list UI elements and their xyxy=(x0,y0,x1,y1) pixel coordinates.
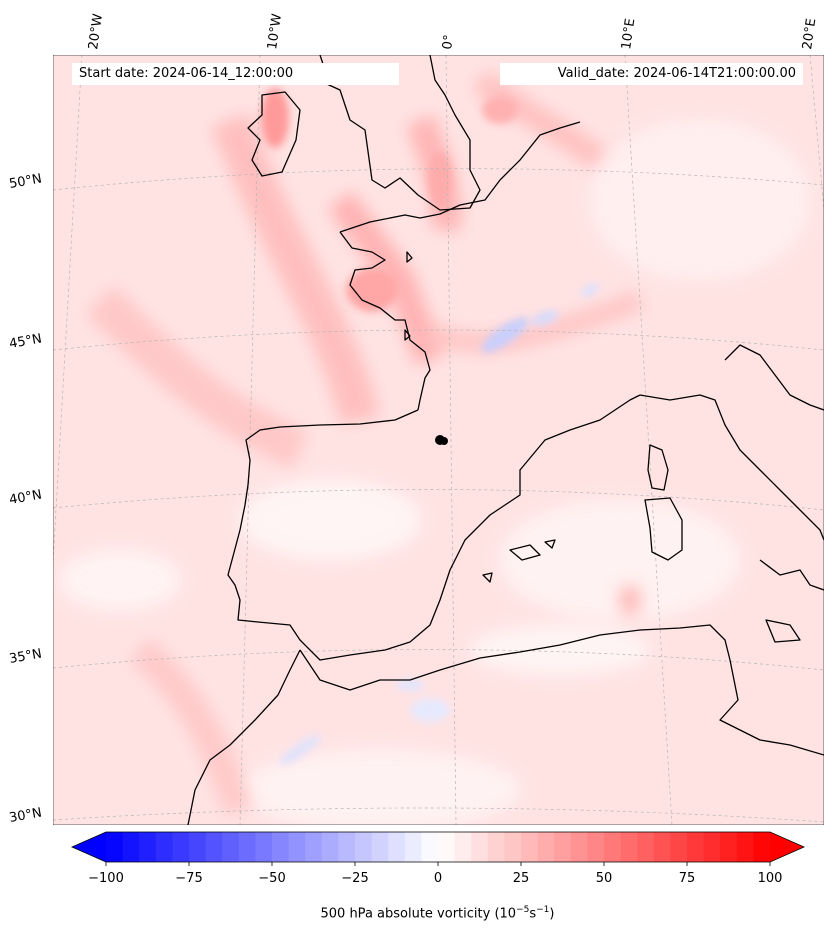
colorbar-bin xyxy=(338,832,356,862)
colorbar-bin xyxy=(753,832,771,862)
colorbar-bin xyxy=(438,832,456,862)
longitude-labels: 20°W 10°W 0° 10°E 20°E xyxy=(86,13,819,51)
colorbar-bin xyxy=(371,832,389,862)
colorbar-tick-label: −75 xyxy=(175,871,202,886)
colorbar-bin xyxy=(155,832,173,862)
colorbar-bin xyxy=(521,832,539,862)
colorbar-bin xyxy=(355,832,373,862)
latitude-label: 45°N xyxy=(8,331,43,351)
colorbar-bin xyxy=(205,832,223,862)
colorbar-bin xyxy=(404,832,422,862)
colorbar-bin xyxy=(421,832,439,862)
colorbar-label: 500 hPa absolute vorticity (10−5s−1) xyxy=(0,905,832,921)
colorbar-bin xyxy=(570,832,588,862)
colorbar-bin xyxy=(604,832,622,862)
colorbar-label-suffix: ) xyxy=(549,906,555,922)
colorbar-label-exp2: −1 xyxy=(536,905,550,915)
colorbar-bin xyxy=(554,832,572,862)
colorbar-bin xyxy=(172,832,190,862)
colorbar-bin xyxy=(504,832,522,862)
colorbar-ticks: −100 −75 −50 −25 0 25 50 75 100 xyxy=(88,862,782,886)
colorbar-bin xyxy=(736,832,754,862)
colorbar-bin xyxy=(537,832,555,862)
colorbar xyxy=(71,831,805,863)
colorbar-bin xyxy=(620,832,638,862)
latitude-labels: 50°N 45°N 40°N 35°N 30°N xyxy=(8,171,43,825)
colorbar-bin xyxy=(222,832,240,862)
colorbar-tick-label: −25 xyxy=(341,871,368,886)
colorbar-label-exp1: −5 xyxy=(516,905,530,915)
colorbar-bin xyxy=(670,832,688,862)
graticule xyxy=(53,55,824,825)
colorbar-tick-label: 0 xyxy=(434,871,442,886)
colorbar-bin xyxy=(238,832,256,862)
colorbar-bin xyxy=(454,832,472,862)
colorbar-bin xyxy=(288,832,306,862)
latitude-label: 40°N xyxy=(8,487,43,507)
start-date-label: Start date: 2024-06-14_12:00:00 xyxy=(72,63,399,85)
longitude-label: 10°E xyxy=(619,18,638,51)
colorbar-bin xyxy=(720,832,738,862)
colorbar-tick-label: 75 xyxy=(679,871,696,886)
longitude-label: 20°E xyxy=(800,18,819,51)
colorbar-bin xyxy=(687,832,705,862)
colorbar-bin xyxy=(637,832,655,862)
colorbar-bin xyxy=(388,832,406,862)
longitude-label: 10°W xyxy=(265,13,285,51)
colorbar-tick-label: −100 xyxy=(88,871,124,886)
colorbar-bin xyxy=(653,832,671,862)
colorbar-bin xyxy=(703,832,721,862)
colorbar-label-prefix: 500 hPa absolute vorticity (10 xyxy=(320,906,517,922)
colorbar-bin xyxy=(471,832,489,862)
colorbar-label-mid: s xyxy=(529,906,537,922)
latitude-label: 35°N xyxy=(8,646,43,666)
longitude-label: 20°W xyxy=(86,13,106,51)
longitude-label: 0° xyxy=(440,34,457,51)
colorbar-tick-label: 50 xyxy=(596,871,613,886)
colorbar-bin xyxy=(106,832,124,862)
latitude-label: 50°N xyxy=(8,171,43,191)
colorbar-tick-label: 100 xyxy=(758,871,783,886)
colorbar-bin xyxy=(122,832,140,862)
colorbar-bin xyxy=(139,832,157,862)
vorticity-field xyxy=(53,55,824,825)
colorbar-bin xyxy=(255,832,273,862)
colorbar-bin xyxy=(189,832,207,862)
location-marker xyxy=(435,435,448,445)
colorbar-tick-label: 25 xyxy=(513,871,530,886)
colorbar-bin xyxy=(321,832,339,862)
valid-date-label: Valid_date: 2024-06-14T21:00:00.00 xyxy=(500,63,803,85)
colorbar-low-extend xyxy=(72,832,106,862)
colorbar-bin xyxy=(587,832,605,862)
colorbar-bin xyxy=(272,832,290,862)
colorbar-bin xyxy=(487,832,505,862)
latitude-label: 30°N xyxy=(8,805,43,825)
colorbar-tick-label: −50 xyxy=(258,871,285,886)
colorbar-bin xyxy=(305,832,323,862)
colorbar-high-extend xyxy=(770,832,804,862)
